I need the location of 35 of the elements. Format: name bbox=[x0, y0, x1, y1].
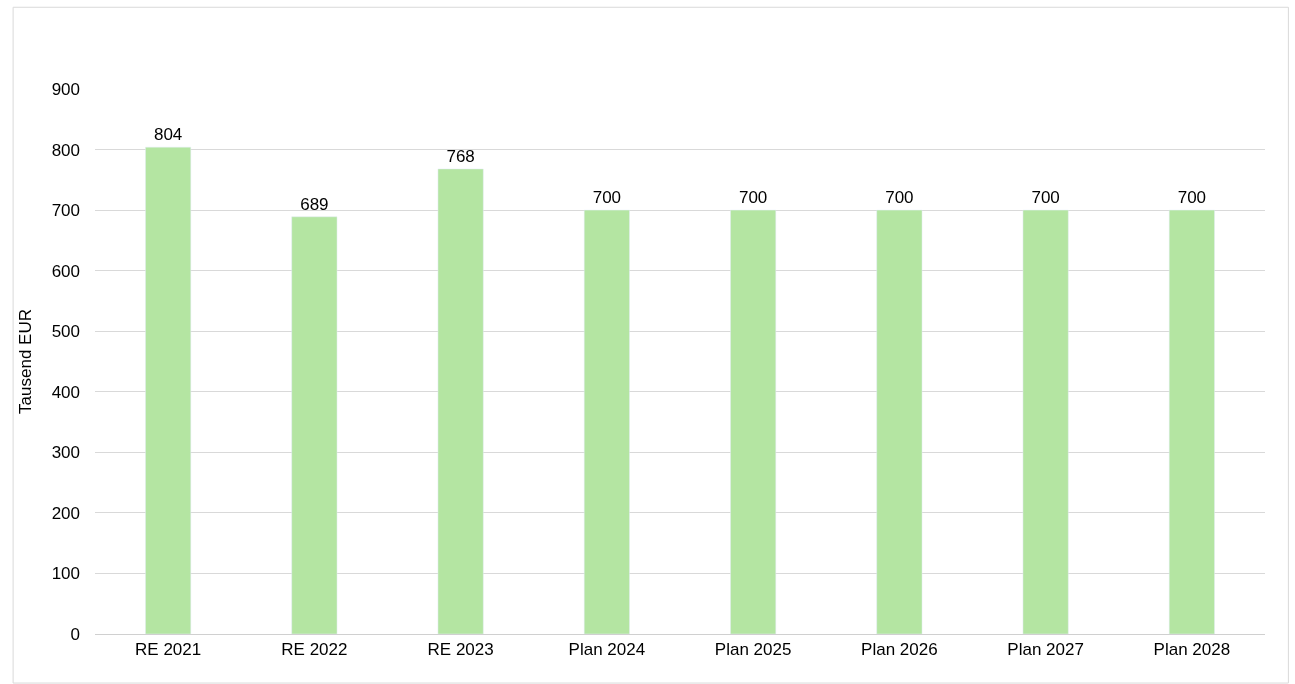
data-label: 700 bbox=[592, 188, 622, 208]
data-label: 700 bbox=[1031, 188, 1060, 208]
data-label: 689 bbox=[300, 194, 329, 214]
x-tick-label: Plan 2026 bbox=[861, 640, 938, 660]
x-tick-label: Plan 2024 bbox=[568, 640, 646, 660]
x-tick-label: Plan 2027 bbox=[1007, 640, 1084, 660]
y-tick-label: 300 bbox=[51, 443, 80, 463]
y-tick-label: 200 bbox=[51, 503, 80, 523]
bar bbox=[1168, 209, 1215, 634]
y-tick-label: 500 bbox=[51, 322, 80, 342]
data-label: 700 bbox=[885, 188, 914, 208]
data-label: 804 bbox=[153, 125, 183, 145]
y-tick-label: 400 bbox=[51, 382, 80, 402]
y-tick-label: 600 bbox=[51, 261, 80, 281]
bar bbox=[876, 209, 923, 634]
bar bbox=[291, 216, 338, 634]
bar bbox=[730, 209, 777, 634]
x-tick-label: Plan 2025 bbox=[714, 640, 792, 660]
bar bbox=[437, 168, 484, 634]
x-tick-label: RE 2023 bbox=[427, 640, 494, 660]
y-tick-label: 800 bbox=[51, 140, 80, 160]
data-label: 700 bbox=[738, 188, 768, 208]
x-tick-label: RE 2022 bbox=[281, 640, 348, 660]
y-tick-label: 0 bbox=[70, 624, 80, 644]
x-tick-label: Plan 2028 bbox=[1153, 640, 1231, 660]
y-tick-label: 700 bbox=[51, 201, 80, 221]
data-label: 700 bbox=[1177, 188, 1207, 208]
y-tick-label: 100 bbox=[51, 564, 80, 584]
data-label: 768 bbox=[446, 146, 475, 166]
bar bbox=[145, 146, 192, 634]
y-tick-label: 900 bbox=[51, 79, 80, 99]
bar bbox=[583, 209, 630, 634]
x-tick-label: RE 2021 bbox=[135, 640, 202, 660]
bar bbox=[1022, 209, 1069, 634]
y-axis-title: Tausend EUR bbox=[16, 309, 36, 414]
